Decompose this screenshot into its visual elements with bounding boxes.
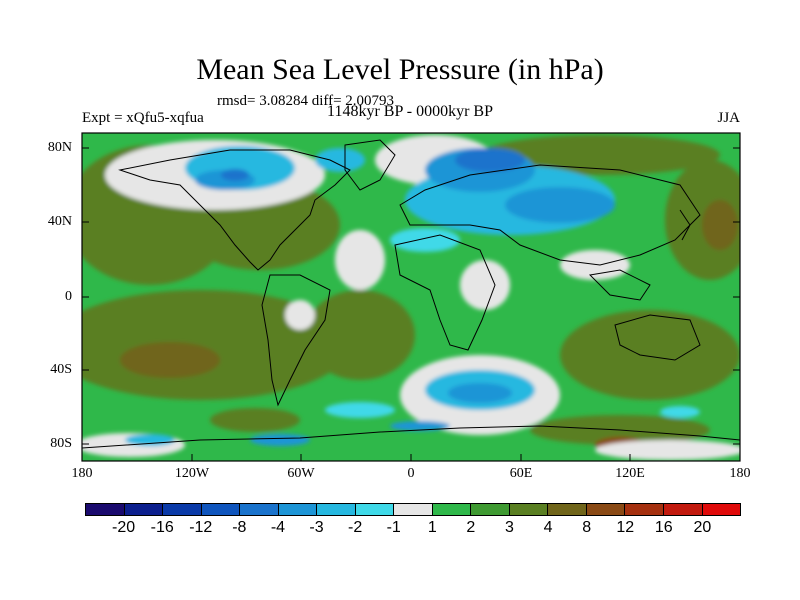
lon-label-60e: 60E xyxy=(509,466,533,481)
field-high-so-west xyxy=(210,408,300,432)
map-title: Mean Sea Level Pressure (in hPa) xyxy=(196,53,604,86)
colorbar-label: 1 xyxy=(427,519,437,536)
lon-label-120e: 120E xyxy=(615,466,645,481)
lon-label-180e: 180 xyxy=(729,466,751,481)
experiment-label: Expt = xQfu5-xqfua xyxy=(82,110,204,126)
colorbar-label: -2 xyxy=(347,519,363,536)
lon-label-60w: 60W xyxy=(287,466,315,481)
colorbar-swatch xyxy=(432,504,472,515)
coast-south-america xyxy=(261,274,331,407)
colorbar-swatch xyxy=(663,504,703,515)
coastlines xyxy=(82,139,740,449)
colorbar-swatch xyxy=(201,504,241,515)
lat-label-40n: 40N xyxy=(47,214,72,229)
stats-line: rmsd= 3.08284 diff= 2.00793 xyxy=(217,93,395,109)
colorbar-swatch xyxy=(86,504,125,515)
lon-label-180w: 180 xyxy=(71,466,93,481)
coast-antarctica xyxy=(82,425,740,449)
colorbar-swatch xyxy=(124,504,164,515)
field-high-satl xyxy=(305,290,415,380)
lon-label-0: 0 xyxy=(407,466,415,481)
colorbar-swatch xyxy=(240,504,279,515)
contour-field xyxy=(82,133,740,461)
colorbar-label: -20 xyxy=(112,519,136,536)
colorbar-swatch xyxy=(317,504,356,515)
coast-north-america xyxy=(118,149,351,271)
colorbar-swatch xyxy=(394,504,433,515)
colorbar-label: -12 xyxy=(189,519,213,536)
colorbar-swatch xyxy=(548,504,587,515)
colorbar-swatch xyxy=(278,504,318,515)
colorbar-label: -3 xyxy=(309,519,324,536)
lat-label-0: 0 xyxy=(65,289,72,304)
colorbar-label: -4 xyxy=(270,519,286,536)
colorbar-swatch xyxy=(586,504,626,515)
colorbar-label: 3 xyxy=(505,519,514,536)
lon-label-120w: 120W xyxy=(174,466,210,481)
colorbar-label: 8 xyxy=(582,519,592,536)
colorbar xyxy=(85,503,741,516)
coast-africa xyxy=(394,234,496,351)
colorbar-label: 16 xyxy=(654,519,673,536)
colorbar-label: -8 xyxy=(232,519,247,536)
coast-greenland xyxy=(344,139,396,191)
period-label: 1148kyr BP - 0000kyr BP xyxy=(327,103,493,120)
lat-label-80n: 80N xyxy=(47,140,72,155)
season-label: JJA xyxy=(717,110,740,126)
colorbar-label: 4 xyxy=(543,519,553,536)
colorbar-label: 2 xyxy=(466,519,476,536)
lat-label-40s: 40S xyxy=(50,362,72,377)
colorbar-label: 20 xyxy=(693,519,712,536)
colorbar-swatch xyxy=(625,504,664,515)
colorbar-swatch xyxy=(471,504,510,515)
colorbar-swatch xyxy=(163,504,202,515)
coast-australia xyxy=(614,314,701,361)
colorbar-label: -16 xyxy=(150,519,174,536)
colorbar-swatch xyxy=(509,504,549,515)
colorbar-swatch xyxy=(702,504,741,515)
colorbar-swatch xyxy=(355,504,395,515)
field-high-sind xyxy=(560,310,740,400)
axis-ticks xyxy=(81,147,741,461)
colorbar-label: -1 xyxy=(386,519,401,536)
colorbar-label: 12 xyxy=(616,519,635,536)
coast-eurasia xyxy=(399,164,701,266)
lat-label-80s: 80S xyxy=(50,436,72,451)
